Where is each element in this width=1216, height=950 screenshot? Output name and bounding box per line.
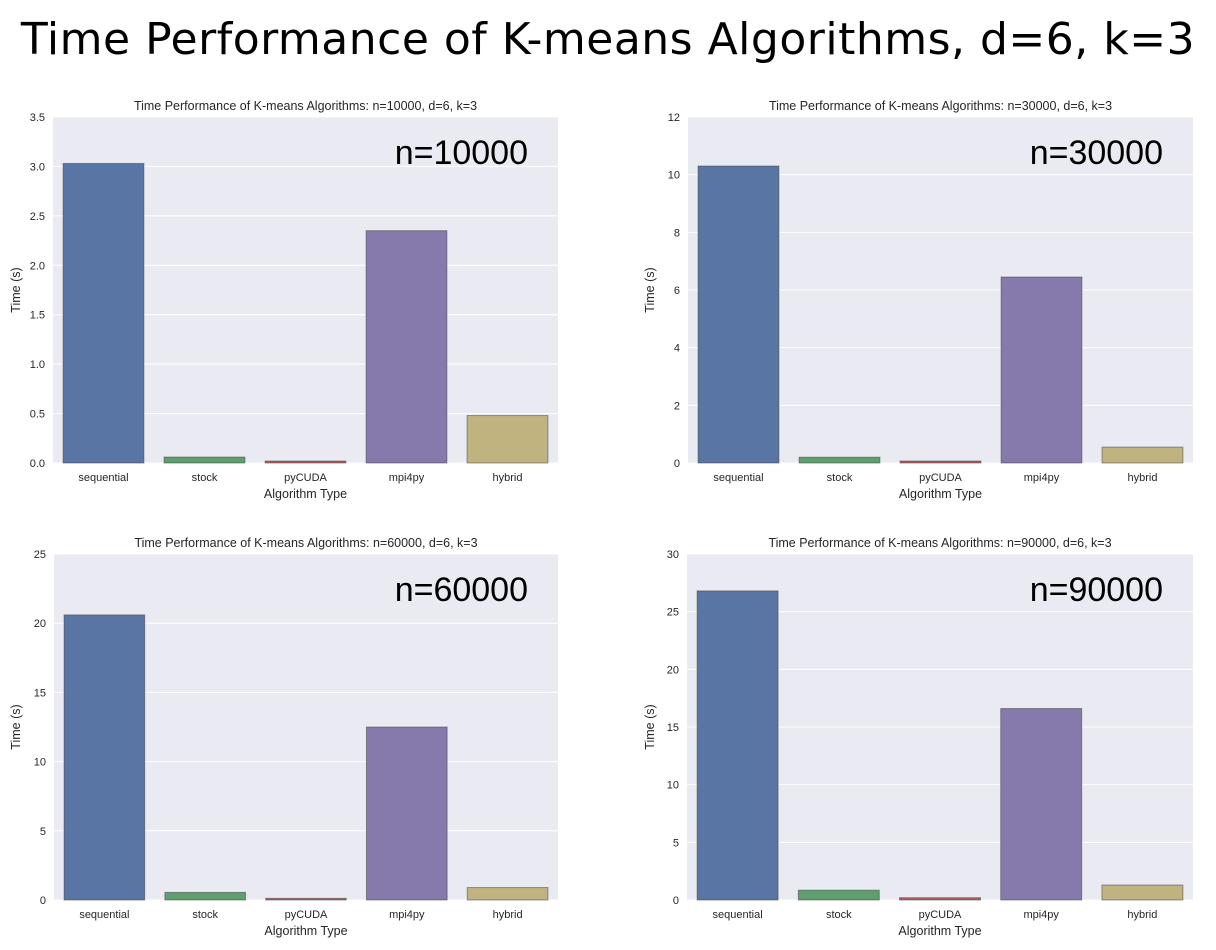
x-tick-label: mpi4py — [1023, 909, 1059, 921]
x-axis-label: Algorithm Type — [899, 487, 982, 501]
y-tick-label: 25 — [34, 549, 46, 561]
x-tick-label: sequential — [78, 472, 128, 484]
y-tick-label: 4 — [674, 343, 680, 355]
x-tick-label: pyCUDA — [285, 909, 328, 921]
y-tick-label: 12 — [668, 112, 680, 124]
x-tick-label: stock — [192, 472, 218, 484]
n-annotation: n=30000 — [1030, 134, 1163, 172]
x-tick-label: sequential — [713, 472, 763, 484]
bar-sequential — [63, 614, 146, 901]
y-tick-label: 20 — [667, 664, 679, 676]
x-tick-label: mpi4py — [389, 909, 425, 921]
y-tick-label: 8 — [674, 227, 680, 239]
n-annotation: n=60000 — [395, 571, 528, 609]
chart-n60000: Time Performance of K-means Algorithms: … — [9, 536, 558, 938]
bar-stock — [164, 891, 247, 901]
slide-title: Time Performance of K-means Algorithms, … — [20, 14, 1196, 65]
y-tick-label: 20 — [34, 618, 46, 630]
chart-title: Time Performance of K-means Algorithms: … — [134, 536, 477, 550]
y-tick-label: 15 — [667, 722, 679, 734]
x-tick-label: mpi4py — [1024, 472, 1060, 484]
y-tick-label: 1.5 — [30, 310, 45, 322]
y-tick-label: 30 — [667, 549, 679, 561]
y-tick-label: 2.0 — [30, 260, 45, 272]
x-axis-label: Algorithm Type — [264, 924, 347, 938]
y-tick-label: 15 — [34, 687, 46, 699]
chart-n10000: Time Performance of K-means Algorithms: … — [9, 99, 558, 501]
bar-pycuda — [264, 460, 347, 464]
y-axis-label: Time (s) — [643, 704, 657, 749]
y-tick-label: 6 — [674, 285, 680, 297]
bar-hybrid — [466, 415, 549, 464]
bar-pycuda — [265, 897, 347, 901]
y-axis-label: Time (s) — [9, 704, 23, 749]
x-axis-label: Algorithm Type — [264, 487, 347, 501]
bar-stock — [163, 456, 246, 464]
y-tick-label: 5 — [40, 826, 46, 838]
x-tick-label: sequential — [713, 909, 763, 921]
y-tick-label: 0.0 — [30, 458, 45, 470]
y-axis-label: Time (s) — [643, 267, 657, 312]
x-tick-label: pyCUDA — [919, 909, 962, 921]
bar-mpi4py — [1000, 708, 1083, 901]
x-tick-label: pyCUDA — [284, 472, 327, 484]
y-tick-label: 5 — [673, 837, 679, 849]
bar-stock — [798, 456, 881, 464]
bar-pycuda — [899, 460, 982, 464]
y-tick-label: 10 — [667, 780, 679, 792]
chart-n30000: Time Performance of K-means Algorithms: … — [643, 99, 1193, 501]
x-tick-label: hybrid — [493, 909, 523, 921]
bar-hybrid — [1101, 446, 1184, 464]
y-tick-label: 3.0 — [30, 161, 45, 173]
y-tick-label: 2 — [674, 400, 680, 412]
x-tick-label: stock — [192, 909, 218, 921]
n-annotation: n=10000 — [395, 134, 528, 172]
y-axis-label: Time (s) — [9, 267, 23, 312]
x-axis-label: Algorithm Type — [898, 924, 981, 938]
y-tick-label: 3.5 — [30, 112, 45, 124]
bar-hybrid — [1101, 884, 1184, 901]
y-tick-label: 10 — [668, 170, 680, 182]
y-tick-label: 25 — [667, 607, 679, 619]
bar-sequential — [62, 162, 145, 464]
y-tick-label: 10 — [34, 757, 46, 769]
x-tick-label: hybrid — [1128, 472, 1158, 484]
bar-hybrid — [466, 887, 549, 901]
y-tick-label: 0.5 — [30, 409, 45, 421]
y-tick-label: 0 — [673, 895, 679, 907]
bar-mpi4py — [1000, 276, 1083, 464]
x-tick-label: mpi4py — [389, 472, 425, 484]
bar-mpi4py — [365, 230, 448, 464]
bar-mpi4py — [365, 726, 448, 901]
n-annotation: n=90000 — [1030, 571, 1163, 609]
y-tick-label: 1.0 — [30, 359, 45, 371]
chart-title: Time Performance of K-means Algorithms: … — [768, 536, 1111, 550]
bar-sequential — [696, 590, 779, 901]
x-tick-label: hybrid — [493, 472, 523, 484]
chart-n90000: Time Performance of K-means Algorithms: … — [643, 536, 1193, 938]
bar-sequential — [697, 165, 780, 464]
chart-title: Time Performance of K-means Algorithms: … — [769, 99, 1112, 113]
y-tick-label: 2.5 — [30, 211, 45, 223]
y-tick-label: 0 — [674, 458, 680, 470]
y-tick-label: 0 — [40, 895, 46, 907]
x-tick-label: hybrid — [1127, 909, 1157, 921]
x-tick-label: sequential — [79, 909, 129, 921]
x-tick-label: stock — [826, 909, 852, 921]
bar-stock — [797, 889, 880, 901]
x-tick-label: pyCUDA — [919, 472, 962, 484]
x-tick-label: stock — [827, 472, 853, 484]
chart-title: Time Performance of K-means Algorithms: … — [134, 99, 477, 113]
bar-pycuda — [899, 897, 981, 901]
